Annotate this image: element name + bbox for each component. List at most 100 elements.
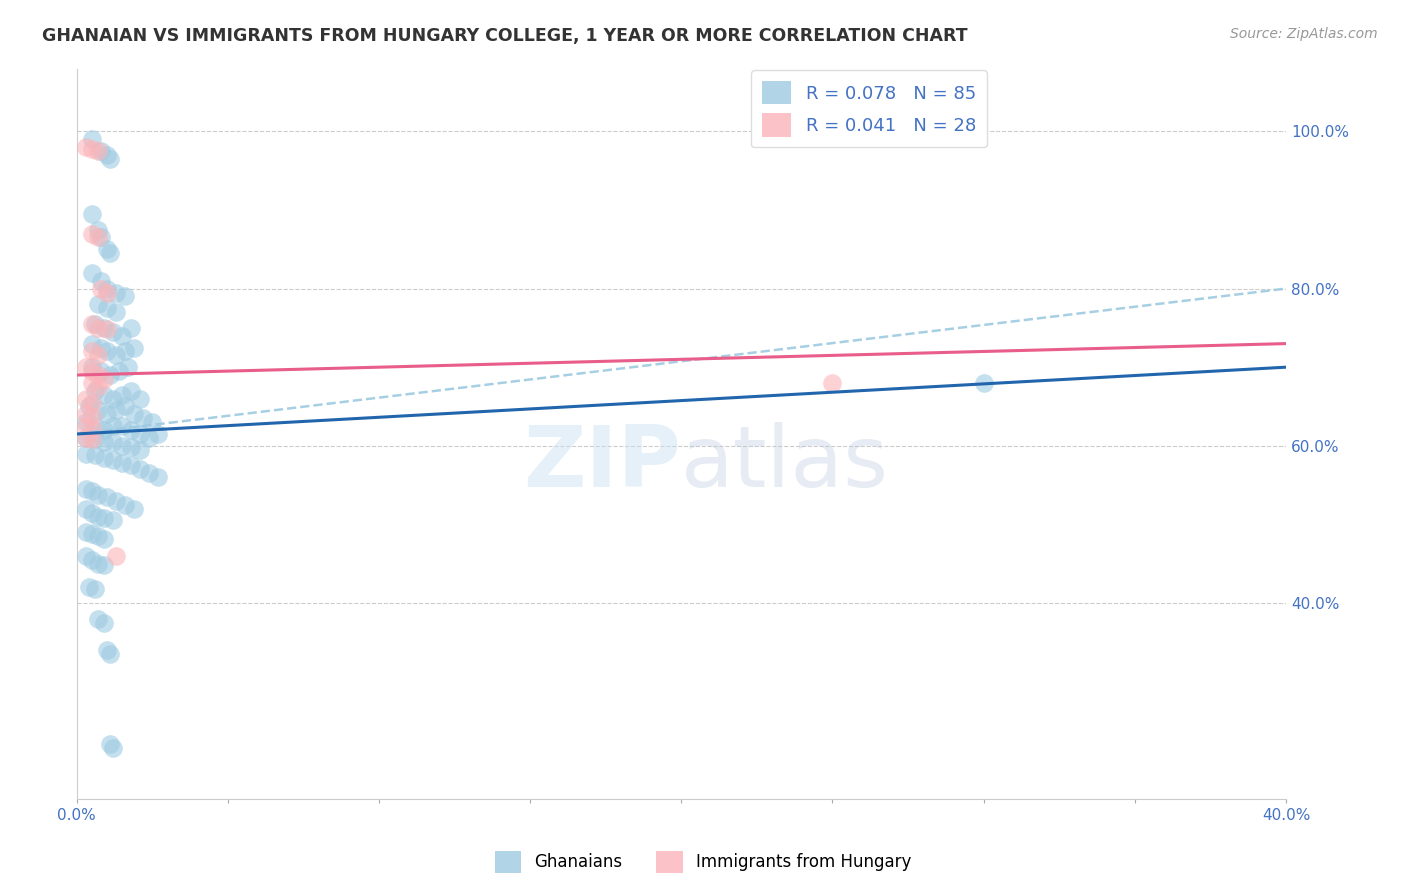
Point [129, 427, 152, 442]
Point [93, 434, 115, 449]
Point [973, 376, 995, 390]
Point [75, 408, 97, 422]
Point [93, 615, 115, 630]
Point [90, 282, 112, 296]
Point [75, 549, 97, 563]
Point [120, 384, 142, 398]
Point [101, 392, 124, 406]
Point [87, 297, 110, 311]
Point [80, 266, 103, 280]
Point [87, 529, 110, 543]
Point [90, 274, 112, 288]
Point [83, 317, 105, 331]
Point [93, 450, 115, 465]
Point [148, 427, 170, 442]
Point [101, 434, 124, 449]
Point [96, 344, 118, 359]
Point [87, 557, 110, 571]
Point [75, 447, 97, 461]
Point [120, 423, 142, 437]
Point [93, 558, 115, 573]
Point [80, 409, 103, 423]
Point [111, 456, 134, 470]
Point [90, 341, 112, 355]
Point [87, 222, 110, 236]
Point [138, 467, 160, 481]
Point [80, 344, 103, 359]
Point [93, 532, 115, 546]
Point [87, 380, 110, 394]
Point [104, 403, 127, 417]
Point [80, 227, 103, 241]
Point [93, 372, 115, 386]
Point [104, 493, 127, 508]
Point [87, 348, 110, 362]
Point [98, 152, 121, 166]
Point [80, 421, 103, 435]
Point [87, 368, 110, 382]
Point [87, 612, 110, 626]
Point [80, 506, 103, 520]
Text: GHANAIAN VS IMMIGRANTS FROM HUNGARY COLLEGE, 1 YEAR OR MORE CORRELATION CHART: GHANAIAN VS IMMIGRANTS FROM HUNGARY COLL… [42, 27, 967, 45]
Point [87, 487, 110, 501]
Point [114, 289, 136, 303]
Point [96, 408, 118, 422]
Point [98, 738, 121, 752]
Point [101, 453, 124, 467]
Point [141, 415, 163, 429]
Point [90, 364, 112, 378]
Point [80, 364, 103, 378]
Point [101, 741, 124, 756]
Point [80, 553, 103, 567]
Point [75, 419, 97, 434]
Text: atlas: atlas [682, 422, 889, 505]
Text: Source: ZipAtlas.com: Source: ZipAtlas.com [1230, 27, 1378, 41]
Point [80, 142, 103, 156]
Point [80, 317, 103, 331]
Point [111, 387, 134, 401]
Point [101, 419, 124, 434]
Point [83, 433, 105, 447]
Point [75, 431, 97, 445]
Point [114, 498, 136, 512]
Point [96, 242, 118, 256]
Point [83, 582, 105, 596]
Point [122, 341, 145, 355]
Point [80, 395, 103, 409]
Point [75, 140, 97, 154]
Point [80, 360, 103, 375]
Point [96, 643, 118, 657]
Point [80, 207, 103, 221]
Legend: Ghanaians, Immigrants from Hungary: Ghanaians, Immigrants from Hungary [488, 845, 918, 880]
Point [98, 368, 121, 382]
Point [111, 328, 134, 343]
Point [104, 348, 127, 362]
Point [80, 526, 103, 541]
Point [148, 470, 170, 484]
Point [138, 431, 160, 445]
Point [122, 408, 145, 422]
Point [75, 431, 97, 445]
Point [120, 441, 142, 455]
Point [120, 458, 142, 473]
Point [75, 392, 97, 406]
Point [98, 246, 121, 260]
Point [93, 423, 115, 437]
Point [129, 462, 152, 476]
Point [80, 484, 103, 499]
Point [96, 282, 118, 296]
Point [108, 364, 131, 378]
Point [75, 482, 97, 496]
Point [98, 647, 121, 661]
Point [129, 392, 152, 406]
Point [117, 360, 139, 375]
Point [93, 321, 115, 335]
Point [821, 376, 844, 390]
Point [114, 400, 136, 414]
Point [96, 301, 118, 316]
Point [104, 305, 127, 319]
Point [90, 144, 112, 158]
Point [87, 509, 110, 524]
Point [104, 285, 127, 300]
Point [75, 360, 97, 375]
